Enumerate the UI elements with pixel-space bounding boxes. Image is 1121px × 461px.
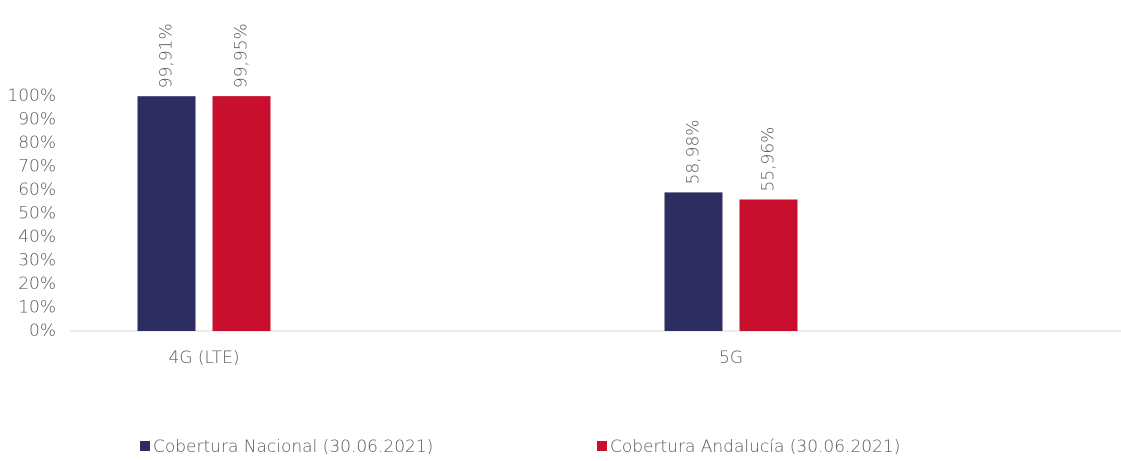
bar — [739, 199, 798, 331]
legend-label: Cobertura Andalucía (30.06.2021) — [610, 437, 900, 457]
y-tick-label: 80% — [18, 133, 56, 153]
bar — [664, 192, 723, 331]
bar — [137, 96, 196, 331]
data-label: 58,98% — [684, 120, 704, 185]
y-tick-label: 30% — [18, 251, 56, 271]
data-label: 99,95% — [232, 23, 252, 88]
y-tick-label: 60% — [18, 180, 56, 200]
y-tick-label: 100% — [7, 86, 56, 106]
x-tick-label: 5G — [719, 348, 743, 368]
bar — [212, 96, 271, 332]
legend-swatch — [140, 441, 150, 451]
y-tick-label: 50% — [18, 204, 56, 224]
y-tick-label: 20% — [18, 274, 56, 294]
data-label: 99,91% — [157, 23, 177, 88]
y-tick-label: 90% — [18, 110, 56, 130]
legend-label: Cobertura Nacional (30.06.2021) — [153, 437, 433, 457]
x-tick-label: 4G (LTE) — [169, 348, 240, 368]
legend-swatch — [597, 441, 607, 451]
y-tick-label: 40% — [18, 227, 56, 247]
y-tick-label: 0% — [29, 321, 56, 341]
y-tick-label: 10% — [18, 298, 56, 318]
data-label: 55,96% — [759, 127, 779, 192]
y-tick-label: 70% — [18, 157, 56, 177]
